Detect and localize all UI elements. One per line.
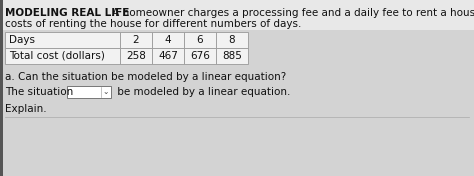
Text: 467: 467 (158, 51, 178, 61)
Text: The situation: The situation (5, 87, 73, 97)
Bar (5, 48, 120, 64)
Bar (5, 32, 120, 48)
Text: costs of renting the house for different numbers of days.: costs of renting the house for different… (5, 19, 301, 29)
Bar (152, 32, 184, 48)
Bar (120, 32, 152, 48)
Text: 258: 258 (126, 51, 146, 61)
Text: Explain.: Explain. (5, 104, 46, 114)
Text: 6: 6 (197, 35, 203, 45)
Text: Total cost (dollars): Total cost (dollars) (9, 51, 105, 61)
Bar (152, 48, 184, 64)
Text: MODELING REAL LIFE: MODELING REAL LIFE (5, 8, 129, 18)
Text: 676: 676 (190, 51, 210, 61)
Text: A homeowner charges a processing fee and a daily fee to rent a house. The table : A homeowner charges a processing fee and… (109, 8, 474, 18)
Text: be modeled by a linear equation.: be modeled by a linear equation. (114, 87, 291, 97)
Bar (0, 0, 474, 30)
Bar (216, 32, 248, 48)
Bar (120, 48, 152, 64)
Text: 885: 885 (222, 51, 242, 61)
Text: a. Can the situation be modeled by a linear equation?: a. Can the situation be modeled by a lin… (5, 72, 286, 82)
Bar (216, 48, 248, 64)
Bar (0, 0, 3, 176)
Bar (67, 86, 111, 98)
Text: 4: 4 (164, 35, 171, 45)
Text: 8: 8 (228, 35, 235, 45)
Text: Days: Days (9, 35, 35, 45)
Bar (184, 48, 216, 64)
Bar (184, 32, 216, 48)
Text: 2: 2 (133, 35, 139, 45)
Text: ⌄: ⌄ (103, 87, 109, 96)
